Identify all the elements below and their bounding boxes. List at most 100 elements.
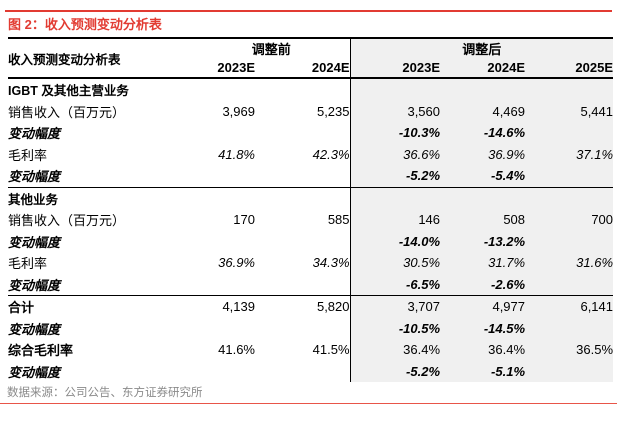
value-cell: 3,969 <box>222 103 255 119</box>
value-cell <box>525 78 614 101</box>
year-header: 2024E <box>255 58 351 79</box>
value-cell <box>525 122 614 144</box>
value-cell <box>193 274 255 296</box>
table-row: 变动幅度 -10.5% -14.5% <box>8 317 614 340</box>
value-cell: 31.7% <box>440 252 526 274</box>
value-cell: 700 <box>525 209 614 231</box>
year-header: 2025E <box>525 58 614 79</box>
value-cell: -10.3% <box>349 122 441 144</box>
table-row: 变动幅度 -6.5% -2.6% <box>8 273 614 296</box>
value-cell: 3,707 <box>349 295 441 318</box>
value-cell <box>255 165 350 187</box>
year-header: 2023E <box>349 58 441 79</box>
value-cell: -13.2% <box>440 230 526 252</box>
value-cell: 4,977 <box>440 295 526 318</box>
value-cell <box>193 122 255 144</box>
value-cell: 34.3% <box>312 255 350 271</box>
value-cell <box>440 186 526 209</box>
value-cell <box>193 231 255 253</box>
row-label: IGBT 及其他主营业务 <box>8 84 129 99</box>
value-cell <box>255 274 350 296</box>
value-cell <box>525 360 614 382</box>
value-cell <box>525 317 614 339</box>
value-cell: -5.1% <box>440 360 526 382</box>
value-cell: 37.1% <box>525 143 614 165</box>
year-header: 2023E <box>193 58 255 79</box>
data-source-note: 数据来源：公司公告、东方证券研究所 <box>7 387 203 399</box>
value-cell <box>193 165 255 187</box>
group-header-after: 调整后 <box>349 38 614 58</box>
value-cell: 4,139 <box>193 295 255 318</box>
value-cell <box>349 186 441 209</box>
row-label: 毛利率 <box>8 147 48 163</box>
value-cell: 585 <box>327 212 350 228</box>
table-row: 毛利率 36.9% 34.3% 30.5% 31.7% 31.6% <box>8 252 614 274</box>
value-cell: 31.6% <box>525 252 614 274</box>
value-cell <box>193 318 255 340</box>
value-cell <box>440 78 526 101</box>
value-cell: 36.9% <box>440 143 526 165</box>
value-cell: -5.4% <box>440 165 526 187</box>
group-header-row: 收入预测变动分析表 调整前 调整后 <box>8 38 614 79</box>
top-red-rule <box>5 10 612 12</box>
value-cell: 41.6% <box>218 342 255 358</box>
value-cell <box>255 231 350 253</box>
table-body: IGBT 及其他主营业务 销售收入（百万元） 3,969 5,235 3,560 4,46… <box>8 78 614 383</box>
value-cell <box>525 230 614 252</box>
value-cell: -2.6% <box>440 273 526 296</box>
value-cell: -14.5% <box>440 317 526 339</box>
row-label: 变动幅度 <box>8 169 61 185</box>
value-cell <box>255 186 351 209</box>
value-cell: -14.6% <box>440 122 526 144</box>
value-cell <box>193 78 255 101</box>
table-row: 综合毛利率 41.6% 41.5% 36.4% 36.4% 36.5% <box>8 339 614 361</box>
table-row: 变动幅度 -10.3% -14.6% <box>8 122 614 144</box>
value-cell: -10.5% <box>349 317 441 339</box>
value-cell <box>255 318 350 340</box>
value-cell <box>525 273 614 296</box>
value-cell: 170 <box>233 212 255 228</box>
value-cell <box>255 78 350 101</box>
group-header-before: 调整前 <box>251 42 291 57</box>
bottom-red-rule <box>0 403 617 404</box>
value-cell <box>193 186 255 209</box>
figure-title: 图 2：收入预测变动分析表 <box>8 17 162 32</box>
year-header: 2024E <box>440 58 526 79</box>
value-cell: 36.4% <box>440 339 526 361</box>
value-cell <box>255 122 350 144</box>
table-header: 收入预测变动分析表 调整前 调整后 2023E 2024E 2023E 2024… <box>8 38 614 79</box>
value-cell: -5.2% <box>349 165 441 187</box>
value-cell <box>255 361 350 383</box>
table-row: 变动幅度 -5.2% -5.4% <box>8 165 614 187</box>
value-cell: 36.9% <box>218 255 255 271</box>
row-label: 变动幅度 <box>8 321 61 337</box>
value-cell: 508 <box>440 209 526 231</box>
row-label: 变动幅度 <box>8 277 61 293</box>
value-cell: 5,235 <box>316 103 350 119</box>
row-label: 销售收入（百万元） <box>8 104 126 120</box>
table-row: 销售收入（百万元） 3,969 5,235 3,560 4,469 5,441 <box>8 100 614 122</box>
year-header-row: 2023E 2024E 2023E 2024E 2025E <box>8 58 614 79</box>
value-cell: 41.8% <box>218 146 255 162</box>
row-label: 变动幅度 <box>8 126 61 142</box>
table-row: 变动幅度 -5.2% -5.1% <box>8 360 614 383</box>
value-cell: 30.5% <box>349 252 441 274</box>
table-row: IGBT 及其他主营业务 <box>8 78 614 101</box>
row-label: 合计 <box>8 295 193 318</box>
value-cell: 41.5% <box>312 342 350 358</box>
value-cell: 146 <box>349 209 441 231</box>
value-cell: -5.2% <box>349 360 441 382</box>
value-cell: -14.0% <box>349 230 441 252</box>
revenue-forecast-table: 收入预测变动分析表 调整前 调整后 2023E 2024E 2023E 2024… <box>8 37 614 383</box>
value-cell <box>525 165 614 187</box>
value-cell: 5,820 <box>255 295 351 318</box>
row-label: 销售收入（百万元） <box>8 213 126 229</box>
value-cell: 4,469 <box>440 100 526 122</box>
value-cell: 5,441 <box>525 100 614 122</box>
row-label: 变动幅度 <box>8 234 61 250</box>
corner-label: 收入预测变动分析表 <box>8 38 193 79</box>
table-row: 变动幅度 -14.0% -13.2% <box>8 230 614 253</box>
table-row: 合计 4,139 5,820 3,707 4,977 6,141 <box>8 295 614 318</box>
value-cell: 42.3% <box>312 146 350 162</box>
